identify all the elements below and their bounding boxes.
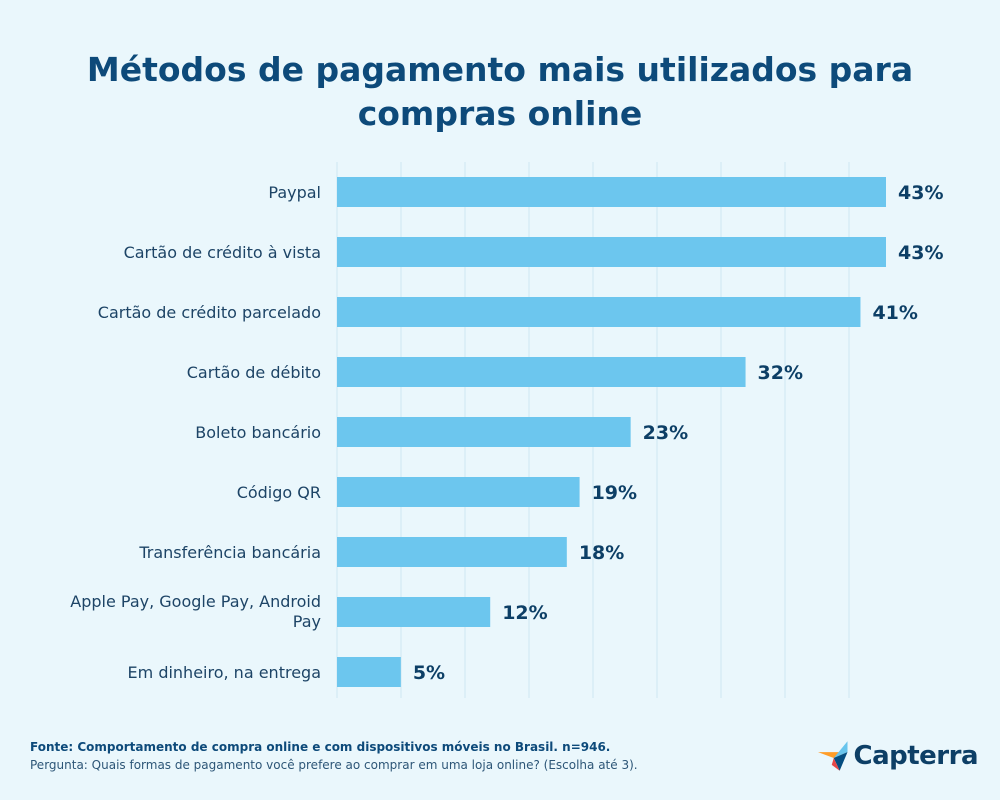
source-note: Fonte: Comportamento de compra online e …: [30, 740, 611, 754]
category-label: Em dinheiro, na entrega: [128, 663, 321, 682]
category-labels: Paypal Cartão de crédito à vista Cartão de…: [70, 183, 321, 682]
value-label: 12%: [502, 602, 547, 624]
value-label: 5%: [413, 662, 445, 684]
bar: [337, 537, 567, 567]
bar: [337, 477, 580, 507]
category-label: Boleto bancário: [195, 423, 321, 442]
bar: [337, 297, 861, 327]
bar: [337, 357, 746, 387]
value-label: 41%: [872, 302, 917, 324]
logo-text: Capterra: [853, 741, 979, 771]
category-label: Código QR: [237, 483, 321, 502]
value-label: 18%: [579, 542, 624, 564]
category-label: Apple Pay, Google Pay, Android Pay: [70, 592, 321, 631]
category-label: Cartão de crédito parcelado: [98, 303, 321, 322]
value-label: 43%: [898, 182, 943, 204]
category-label: Paypal: [268, 183, 321, 202]
category-label: Cartão de crédito à vista: [124, 243, 321, 262]
bar: [337, 237, 886, 267]
capterra-arrow-icon: [818, 741, 848, 771]
bar: [337, 597, 491, 627]
bars: [337, 177, 886, 687]
bar: [337, 657, 401, 687]
question-note: Pergunta: Quais formas de pagamento você…: [30, 758, 638, 772]
value-label: 19%: [592, 482, 637, 504]
value-label: 23%: [643, 422, 688, 444]
capterra-logo: Capterra: [818, 738, 978, 774]
footer: Fonte: Comportamento de compra online e …: [30, 738, 790, 774]
category-label: Transferência bancária: [138, 543, 321, 562]
bar: [337, 177, 886, 207]
value-label: 43%: [898, 242, 943, 264]
value-labels: 43% 43% 41% 32% 23% 19% 18% 12% 5%: [413, 182, 944, 684]
value-label: 32%: [758, 362, 803, 384]
chart-title: Métodos de pagamento mais utilizados par…: [86, 50, 914, 133]
category-label: Cartão de débito: [187, 363, 321, 382]
bar: [337, 417, 631, 447]
bar-chart: Paypal Cartão de crédito à vista Cartão de…: [70, 162, 944, 698]
